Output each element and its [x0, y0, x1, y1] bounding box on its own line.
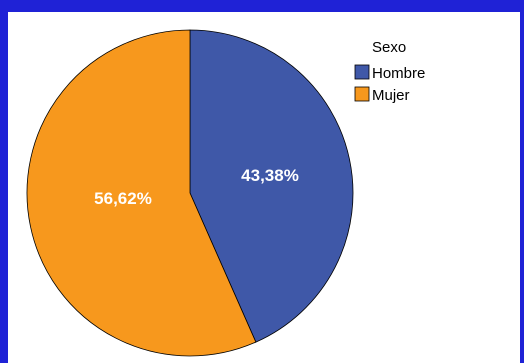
pie-slice-labels: 43,38% 56,62% — [94, 166, 299, 208]
pie-slices — [26, 29, 354, 357]
legend-label-hombre: Hombre — [372, 65, 425, 82]
slice-label-mujer: 56,62% — [94, 189, 152, 208]
legend: Sexo Hombre Mujer — [354, 39, 425, 104]
slice-label-hombre: 43,38% — [241, 166, 299, 185]
legend-swatch-hombre — [354, 64, 370, 80]
legend-title: Sexo — [372, 39, 406, 56]
pie-slice-mujer — [26, 29, 257, 357]
pie-slice-hombre — [189, 29, 354, 343]
legend-label-mujer: Mujer — [372, 87, 410, 104]
legend-swatch-mujer — [354, 86, 370, 102]
